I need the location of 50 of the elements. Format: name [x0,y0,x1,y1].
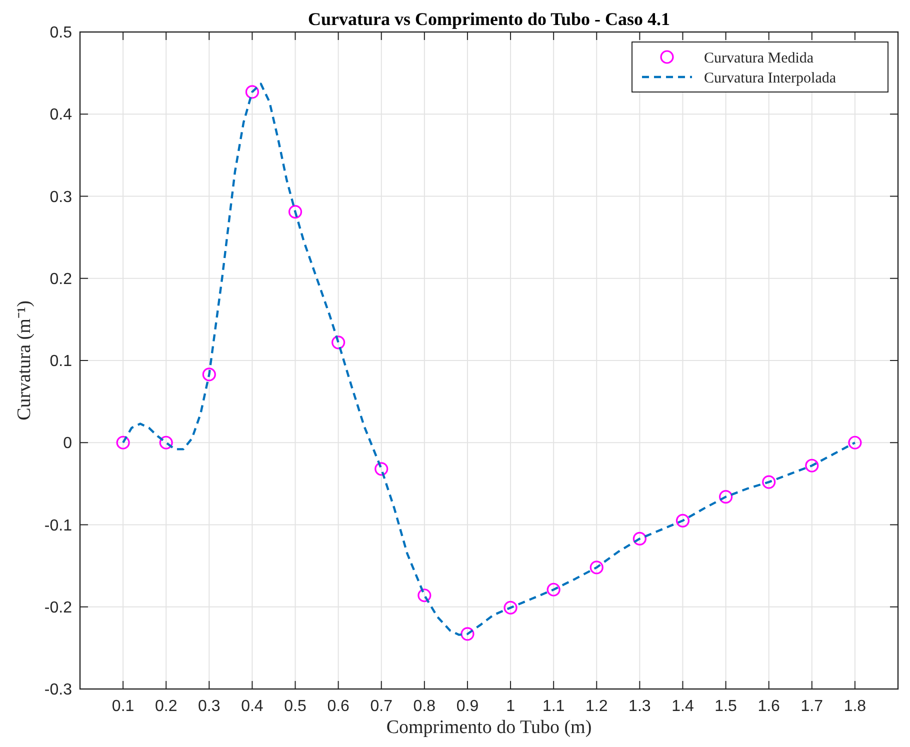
x-tick-label: 1.3 [628,698,651,715]
point [332,336,346,350]
point [676,514,690,528]
point [159,436,173,450]
x-tick-label: 0.8 [413,698,436,715]
y-tick-label: 0.5 [50,24,72,42]
point [762,475,776,489]
x-tick-label: 1.2 [586,698,608,715]
legend-label: Curvatura Medida [704,50,814,66]
x-tick-label: 0.5 [284,698,306,715]
legend-label: Curvatura Interpolada [704,70,836,86]
x-tick-label: 0.3 [198,698,220,715]
x-tick-label: 0.7 [370,698,393,715]
x-tick-label: 0.1 [112,698,134,715]
point [632,532,646,546]
x-tick-label: 1.8 [844,698,866,715]
x-axis-title: Comprimento do Tubo (m) [386,717,592,738]
point [202,368,216,382]
point [288,205,302,219]
y-tick-label: -0.2 [44,599,72,616]
point [546,582,560,596]
x-tick-label: 1.7 [800,698,824,715]
x-tick-label: 1.5 [714,698,738,715]
point [460,627,474,641]
point [418,588,432,602]
point [805,458,819,472]
point [718,490,733,504]
y-tick-label: 0 [63,435,72,452]
y-tick-label: 0.3 [50,188,72,206]
y-tick-label: 0.2 [50,270,72,288]
x-tick-label: 1 [506,698,516,715]
x-tick-label: 0.6 [327,698,350,715]
point [245,85,260,99]
point [504,600,518,614]
x-tick-label: 0.9 [456,698,479,715]
chart-title: Curvatura vs Comprimento do Tubo - Caso 4.1 [308,9,670,29]
y-tick-label: 0.4 [50,106,72,124]
point [848,436,862,450]
x-tick-label: 1.6 [758,698,780,715]
x-tick-label: 1.1 [542,698,565,715]
x-tick-label: 0.4 [241,698,264,715]
point [590,560,604,574]
y-tick-label: 0.1 [50,353,72,370]
y-tick-label: -0.3 [44,682,72,699]
y-tick-label: -0.1 [44,517,72,534]
x-tick-label: 1.4 [672,698,694,715]
x-tick-label: 0.2 [154,698,178,715]
point [374,462,388,476]
y-axis-title: Curvatura (m⁻¹) [14,300,35,420]
point [116,436,130,450]
